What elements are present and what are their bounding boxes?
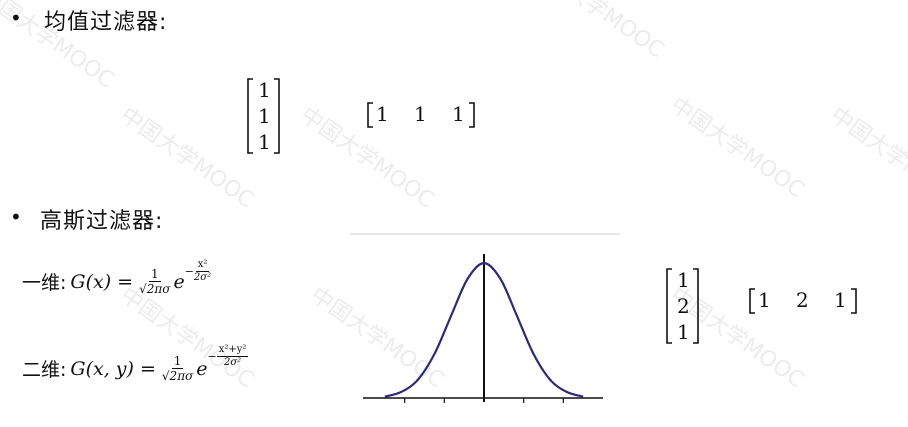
- two-d-exponent: − x²+y² 2σ²: [207, 344, 249, 368]
- watermark: 中国大学MOOC: [115, 102, 259, 214]
- one-d-coef-num: 1: [148, 267, 161, 282]
- watermark: 中国大学MOOC: [665, 92, 809, 204]
- two-d-exp-num: x²+y²: [216, 344, 249, 357]
- two-d-exp-den: 2σ²: [223, 357, 242, 368]
- gaussian-filter-title: 高斯过滤器:: [40, 209, 164, 234]
- bullet: •: [10, 6, 22, 30]
- mean-col-entry: 1: [258, 78, 271, 102]
- one-d-exp-num: x²: [195, 259, 210, 272]
- bullet: •: [10, 205, 22, 229]
- two-d-coef-den: √2πσ: [161, 369, 194, 383]
- gauss-col-entry: 2: [677, 294, 690, 318]
- gauss-row-entry: 2: [796, 288, 809, 312]
- mean-col-vector: [247, 78, 280, 154]
- two-d-coefficient: 1 √2πσ: [162, 355, 193, 382]
- one-d-label: 一维:: [22, 272, 67, 294]
- one-d-coef-den: √2πσ: [139, 282, 171, 296]
- gauss-row-vector: [749, 288, 857, 314]
- one-d-exponent: − x² 2σ²: [184, 259, 212, 283]
- series-line: [384, 261, 584, 398]
- two-d-coef-num: 1: [171, 354, 184, 369]
- gauss-col-vector: [666, 268, 699, 344]
- gaussian-curve-chart: [350, 233, 620, 403]
- watermark: 中国大学MOOC: [525, 0, 669, 64]
- one-d-base: e: [173, 270, 185, 293]
- watermark: 中国大学MOOC: [825, 102, 908, 214]
- mean-col-entry: 1: [258, 104, 271, 128]
- two-d-base: e: [196, 357, 208, 380]
- gauss-row-entry: 1: [758, 288, 771, 312]
- one-d-lhs: G(x) =: [70, 270, 134, 293]
- one-d-coefficient: 1 √2πσ: [139, 268, 170, 295]
- mean-row-vector: [367, 102, 475, 128]
- gauss-col-entry: 1: [677, 320, 690, 344]
- gauss-row-entry: 1: [834, 288, 847, 312]
- gaussian-2d-formula: 二维: G(x, y) = 1 √2πσ e − x²+y² 2σ²: [22, 345, 249, 382]
- mean-row-entry: 1: [414, 102, 427, 126]
- gaussian-1d-formula: 一维: G(x) = 1 √2πσ e − x² 2σ²: [22, 260, 211, 296]
- gauss-col-entry: 1: [677, 268, 690, 292]
- one-d-exp-den: 2σ²: [193, 272, 212, 283]
- two-d-label: 二维:: [22, 359, 67, 381]
- two-d-lhs: G(x, y) =: [70, 357, 156, 380]
- mean-row-entry: 1: [452, 102, 465, 126]
- mean-row-entry: 1: [376, 102, 389, 126]
- mean-col-entry: 1: [258, 130, 271, 154]
- mean-filter-title: 均值过滤器:: [44, 10, 168, 35]
